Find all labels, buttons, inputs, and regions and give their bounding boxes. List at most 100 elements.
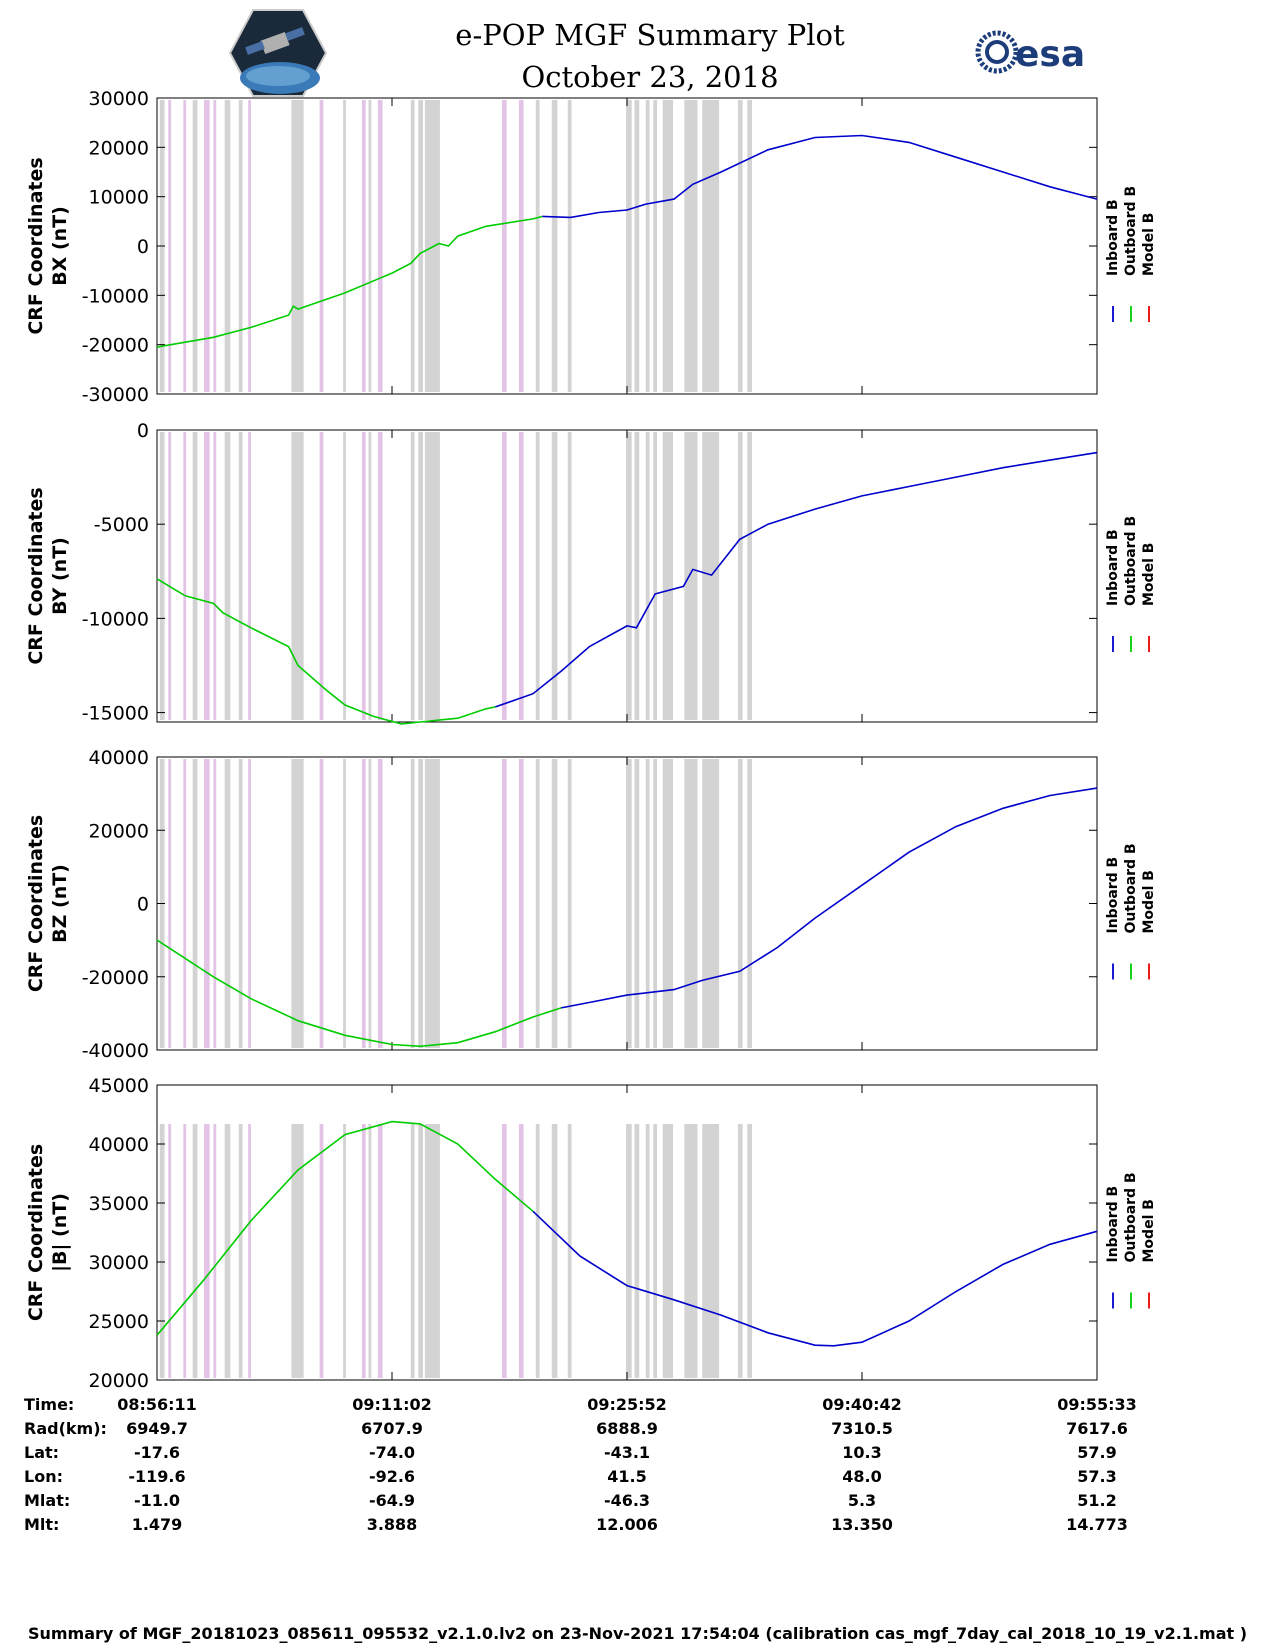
shade-pink-band bbox=[501, 432, 507, 720]
table-cell: 5.3 bbox=[848, 1491, 876, 1510]
y-tick-label: -10000 bbox=[82, 285, 149, 307]
shade-pink-band bbox=[377, 100, 383, 392]
shade-gray-band bbox=[224, 759, 231, 1048]
shade-gray-band bbox=[224, 432, 231, 720]
shade-pink-band bbox=[248, 759, 251, 1048]
shade-gray-band bbox=[192, 759, 198, 1048]
shade-gray-band bbox=[645, 100, 650, 392]
shade-pink-band bbox=[168, 1124, 172, 1378]
shade-gray-band bbox=[634, 1124, 640, 1378]
shade-gray-band bbox=[747, 1124, 753, 1378]
table-cell: -92.6 bbox=[369, 1467, 415, 1486]
y-tick-label: 10000 bbox=[89, 187, 149, 209]
shade-gray-band bbox=[192, 1124, 198, 1378]
table-row-label: Lon: bbox=[24, 1467, 63, 1486]
legend-label: Model B bbox=[1141, 543, 1157, 606]
shade-pink-band bbox=[501, 1124, 507, 1378]
table-row-label: Lat: bbox=[24, 1443, 59, 1462]
shade-gray-band bbox=[368, 1124, 372, 1378]
shade-gray-band bbox=[238, 759, 243, 1048]
table-cell: 57.9 bbox=[1077, 1443, 1116, 1462]
shade-gray-band bbox=[410, 100, 415, 392]
table-cell: 6707.9 bbox=[361, 1419, 423, 1438]
legend-label: Inboard B bbox=[1105, 529, 1121, 606]
shade-gray-band bbox=[645, 1124, 650, 1378]
y-tick-label: -40000 bbox=[82, 1040, 149, 1062]
y-axis-label-line2: BY (nT) bbox=[49, 537, 71, 615]
shade-pink-band bbox=[248, 100, 251, 392]
shade-pink-band bbox=[248, 1124, 251, 1378]
y-tick-label: 40000 bbox=[89, 1134, 149, 1156]
shade-pink-band bbox=[168, 432, 172, 720]
y-axis-label-line2: BZ (nT) bbox=[49, 864, 71, 943]
shade-gray-band bbox=[535, 100, 540, 392]
shade-gray-band bbox=[291, 432, 304, 720]
y-tick-label: -30000 bbox=[82, 384, 149, 406]
shade-gray-band bbox=[684, 432, 698, 720]
shade-gray-band bbox=[551, 1124, 558, 1378]
panel-bx: -30000 -20000 -10000 0 10000 20000 30000 CRF Co… bbox=[25, 88, 1157, 406]
shade-pink-band bbox=[213, 1124, 217, 1378]
table-cell: -74.0 bbox=[369, 1443, 415, 1462]
shade-gray-band bbox=[224, 100, 231, 392]
table-cell: 48.0 bbox=[842, 1467, 881, 1486]
shade-gray-band bbox=[238, 100, 243, 392]
shade-pink-band bbox=[248, 432, 251, 720]
shade-gray-band bbox=[410, 432, 415, 720]
y-axis-label-line1: CRF Coordinates bbox=[25, 157, 47, 334]
shade-gray-band bbox=[551, 432, 558, 720]
y-tick-label: 25000 bbox=[89, 1311, 149, 1333]
shade-gray-band bbox=[634, 759, 640, 1048]
y-tick-label: 0 bbox=[137, 420, 149, 442]
shade-pink-band bbox=[377, 432, 383, 720]
shade-pink-band bbox=[361, 432, 366, 720]
table-cell: 57.3 bbox=[1077, 1467, 1116, 1486]
shade-gray-band bbox=[567, 1124, 572, 1378]
legend-label: Inboard B bbox=[1105, 1186, 1121, 1263]
shade-gray-band bbox=[702, 1124, 720, 1378]
shade-gray-band bbox=[418, 432, 424, 720]
shade-gray-band bbox=[645, 759, 650, 1048]
esa-logo: esa bbox=[975, 30, 1085, 75]
shade-gray-band bbox=[567, 432, 572, 720]
shade-gray-band bbox=[424, 432, 440, 720]
series-inboard-b bbox=[532, 1210, 1098, 1347]
shade-gray-band bbox=[238, 1124, 243, 1378]
shade-gray-band bbox=[551, 759, 558, 1048]
table-cell: 6888.9 bbox=[596, 1419, 658, 1438]
y-tick-label: 35000 bbox=[89, 1193, 149, 1215]
y-axis-label-line1: CRF Coordinates bbox=[25, 487, 47, 664]
shade-pink-band bbox=[183, 432, 187, 720]
shade-pink-band bbox=[518, 759, 524, 1048]
shade-gray-band bbox=[634, 100, 640, 392]
table-cell: 7310.5 bbox=[831, 1419, 893, 1438]
shade-pink-band bbox=[501, 100, 507, 392]
shade-gray-band bbox=[653, 759, 658, 1048]
shade-pink-band bbox=[361, 1124, 366, 1378]
shade-pink-band bbox=[213, 100, 217, 392]
shade-gray-band bbox=[424, 100, 440, 392]
shade-pink-band bbox=[319, 100, 324, 392]
footer-caption: Summary of MGF_20181023_085611_095532_v2… bbox=[27, 1624, 1248, 1643]
y-tick-label: -10000 bbox=[82, 608, 149, 630]
shade-pink-band bbox=[204, 432, 210, 720]
shade-gray-band bbox=[737, 100, 743, 392]
table-cell: 51.2 bbox=[1077, 1491, 1116, 1510]
table-cell: -119.6 bbox=[128, 1467, 185, 1486]
shade-pink-band bbox=[361, 759, 366, 1048]
shade-pink-band bbox=[518, 432, 524, 720]
shade-gray-band bbox=[747, 100, 753, 392]
shade-pink-band bbox=[204, 759, 210, 1048]
shade-gray-band bbox=[662, 1124, 674, 1378]
table-cell: 6949.7 bbox=[126, 1419, 188, 1438]
shade-gray-band bbox=[626, 759, 632, 1048]
shade-gray-band bbox=[662, 759, 674, 1048]
series-outboard-b bbox=[156, 1120, 534, 1336]
table-cell: 09:55:33 bbox=[1057, 1395, 1137, 1414]
shade-gray-band bbox=[418, 100, 424, 392]
esa-logo-text: esa bbox=[1015, 34, 1085, 75]
shade-gray-band bbox=[368, 432, 372, 720]
table-cell: 12.006 bbox=[596, 1515, 658, 1534]
table-cell: -64.9 bbox=[369, 1491, 415, 1510]
